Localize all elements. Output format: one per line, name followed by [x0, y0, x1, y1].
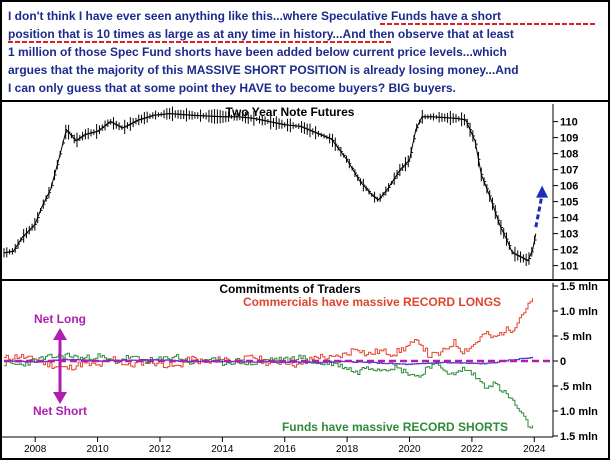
price-y-tick-label: 108 [560, 149, 578, 161]
price-y-tick-label: 106 [560, 181, 578, 193]
cot-y-tick-label: 1.5 mln [560, 281, 598, 293]
price-y-tick-label: 101 [560, 261, 578, 273]
x-tick-label: 2012 [149, 444, 172, 455]
x-tick-label: 2020 [398, 444, 421, 455]
net-long-label: Net Long [34, 312, 86, 326]
price-series-line [3, 113, 537, 262]
banner-line-1-highlight: Speculative Funds have a short [321, 9, 501, 23]
x-ticks: 2008 2010 2012 2014 2016 2018 2020 2022 2024 [24, 437, 546, 455]
cot-y-tick-label: 1.0 mln [560, 306, 598, 318]
banner-line-2-post: And then observe that at least [343, 27, 514, 41]
price-y-tick-label: 105 [560, 197, 578, 209]
price-y-tick-label: 103 [560, 229, 578, 241]
banner: I don't think I have ever seen anything … [8, 9, 596, 95]
price-y-tick-label: 109 [560, 133, 578, 145]
net-short-label: Net Short [33, 404, 87, 418]
banner-line-3: 1 million of those Spec Fund shorts have… [8, 45, 507, 59]
x-tick-label: 2018 [336, 444, 359, 455]
cot-y-tick-label: 0 [560, 356, 566, 368]
net-short-arrow-head [53, 392, 67, 404]
cot-y-tick-label: 1.5 mln [560, 431, 598, 443]
x-tick-label: 2014 [211, 444, 234, 455]
price-y-tick-label: 107 [560, 165, 578, 177]
price-y-tick-label: 102 [560, 245, 578, 257]
net-long-arrow-head [53, 328, 67, 340]
banner-line-1-pre: I don't think I have ever seen anything … [8, 9, 321, 23]
commercials-series-line [4, 298, 533, 371]
banner-line-1: I don't think I have ever seen anything … [8, 9, 501, 23]
price-y-tick-label: 104 [560, 213, 579, 225]
cot-y-tick-label: .5 mln [560, 331, 592, 343]
cot-chart-title: Commitments of Traders [219, 282, 361, 296]
banner-line-4: argues that the majority of this MASSIVE… [8, 63, 519, 77]
cot-y-tick-label: 1.0 mln [560, 406, 598, 418]
x-tick-label: 2022 [461, 444, 484, 455]
funds-annotation: Funds have massive RECORD SHORTS [282, 420, 508, 434]
x-tick-label: 2010 [86, 444, 109, 455]
cot-y-ticks: 1.5 mln 1.0 mln .5 mln 0 .5 mln 1.0 mln 1.5 ml… [553, 281, 598, 443]
forecast-arrow-head [536, 185, 549, 198]
price-chart-title: Two Year Note Futures [226, 105, 355, 119]
price-y-ticks: 101 102 103 104 105 106 107 108 109 110 [553, 117, 579, 273]
forecast-arrow [534, 194, 544, 228]
x-tick-label: 2008 [24, 444, 47, 455]
price-y-tick-label: 110 [560, 117, 578, 129]
banner-line-5: I can only guess that at some point they… [8, 81, 456, 95]
x-tick-label: 2016 [274, 444, 297, 455]
cot-y-tick-label: .5 mln [560, 381, 592, 393]
x-tick-label: 2024 [523, 444, 546, 455]
cot-panel: Commitments of Traders 1.5 mln 1.0 mln .5 … [1, 281, 598, 455]
banner-line-2-highlight: position that is 10 times as large as at… [8, 27, 343, 41]
price-panel: Two Year Note Futures 101 102 103 104 105 106… [3, 104, 579, 279]
commercials-annotation: Commercials have massive RECORD LONGS [243, 295, 501, 309]
banner-line-2: position that is 10 times as large as at… [8, 27, 514, 41]
